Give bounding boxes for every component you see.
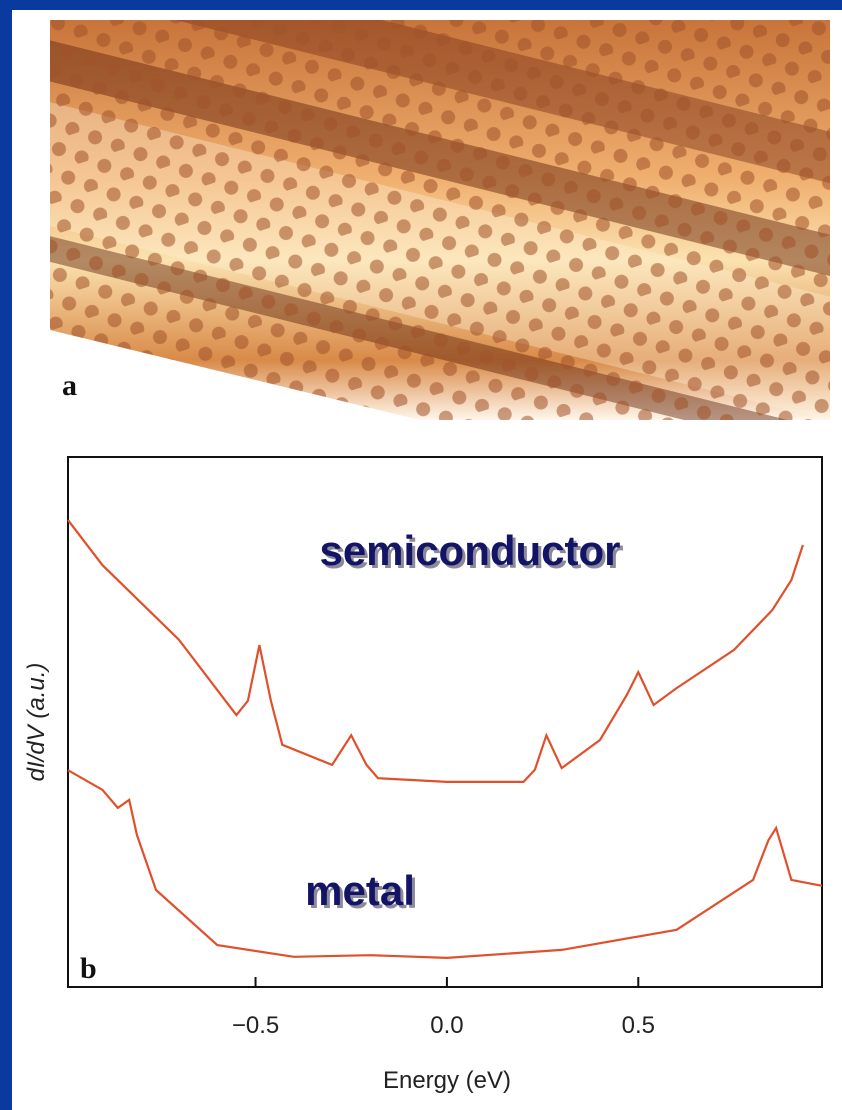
figure: a b Energy (eV) dI/dV (a.u.) −0.5 0.0 0.5 s… — [0, 0, 842, 1110]
y-axis-label: dI/dV (a.u.) — [23, 663, 50, 782]
panel-label: a — [62, 369, 77, 402]
series-label: metal — [305, 867, 415, 914]
stm-image — [0, 0, 842, 457]
panel-label: b — [80, 952, 97, 985]
page: a b Energy (eV) dI/dV (a.u.) −0.5 0.0 0.5 s… — [0, 0, 842, 1110]
x-axis-label: Energy (eV) — [383, 1067, 511, 1094]
series-label: semiconductor — [319, 527, 620, 574]
x-tick-label: 0.5 — [622, 1012, 655, 1039]
x-tick-label: 0.0 — [430, 1012, 463, 1039]
x-tick-label: −0.5 — [232, 1012, 279, 1039]
